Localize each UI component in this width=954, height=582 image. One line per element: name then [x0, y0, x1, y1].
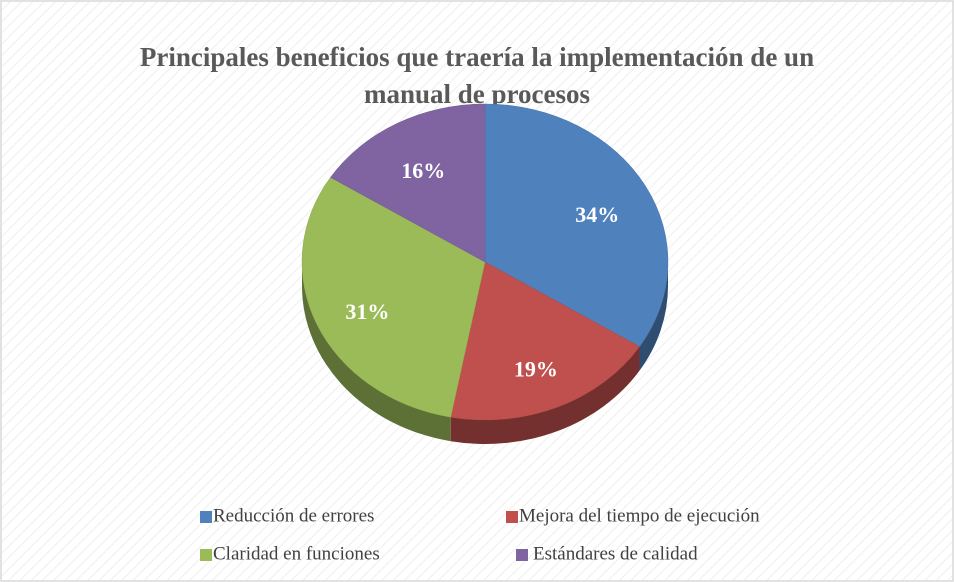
pie-slice: [450, 261, 640, 421]
legend-label: Estándares de calidad: [533, 543, 698, 564]
pie-slice: [301, 177, 486, 418]
legend-label: Mejora del tiempo de ejecución: [519, 505, 760, 526]
pie-slice: [330, 103, 486, 263]
data-label: 31%: [345, 299, 389, 324]
legend-label: Claridad en funciones: [213, 543, 380, 564]
legend-label: Reducción de errores: [213, 505, 374, 526]
pie-side: [302, 262, 451, 442]
legend-swatch: [200, 511, 212, 523]
legend-swatch: [506, 511, 518, 523]
pie-side: [639, 262, 668, 371]
pie-slice: [484, 103, 669, 347]
chart-title: Principales beneficios que traería la im…: [140, 42, 814, 109]
data-label: 16%: [401, 158, 445, 183]
legend-swatch: [200, 549, 212, 561]
data-label: 19%: [514, 357, 558, 382]
data-label: 34%: [575, 202, 619, 227]
legend-swatch: [516, 549, 528, 561]
